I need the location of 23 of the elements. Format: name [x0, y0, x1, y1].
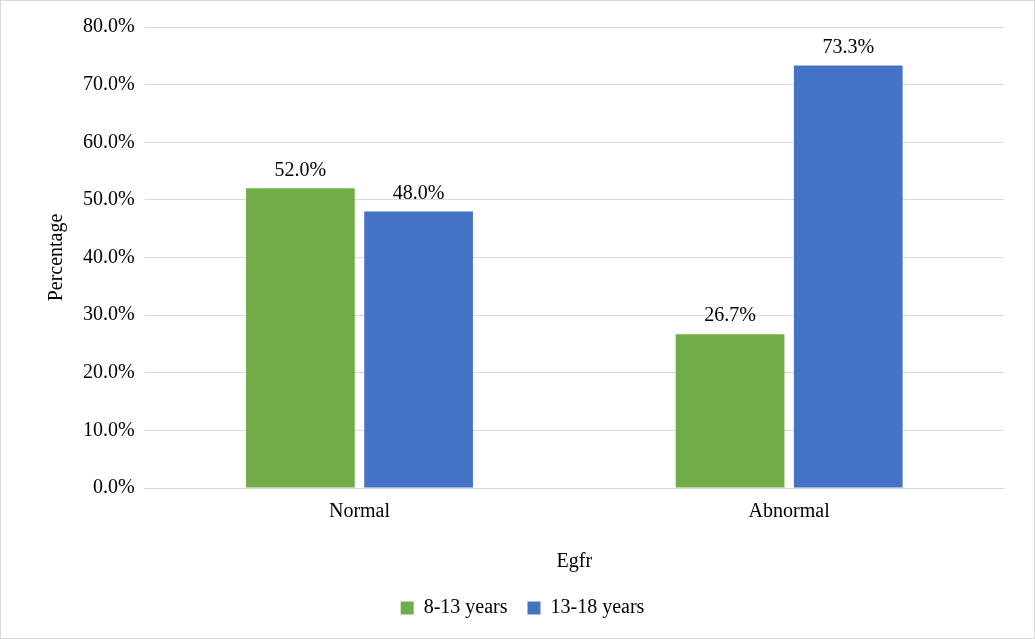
y-axis-title: Percentage	[44, 213, 68, 302]
data-label: 52.0%	[274, 157, 327, 180]
x-tick-label: Normal	[328, 499, 391, 522]
bar	[675, 334, 785, 488]
y-tick-label: 70.0%	[82, 71, 135, 94]
x-tick-label: Abnormal	[748, 499, 831, 522]
y-tick-label: 60.0%	[82, 129, 135, 152]
y-tick-label: 50.0%	[82, 187, 135, 210]
y-tick-label: 20.0%	[82, 360, 135, 382]
bar	[364, 211, 473, 488]
legend-label: 8-13 years	[423, 595, 508, 619]
y-tick-label: 0.0%	[92, 475, 135, 498]
y-tick-label: 40.0%	[82, 244, 135, 267]
y-tick-label: 80.0%	[82, 14, 135, 37]
x-axis-title: Egfr	[556, 549, 593, 573]
bar	[793, 65, 903, 488]
data-label: 73.3%	[822, 34, 875, 57]
legend-label: 13-18 years	[550, 595, 645, 619]
y-tick-label: 10.0%	[82, 417, 135, 440]
bar	[246, 188, 355, 488]
data-label: 26.7%	[704, 303, 756, 326]
y-tick-label: 30.0%	[82, 302, 135, 325]
data-label: 48.0%	[392, 180, 445, 203]
